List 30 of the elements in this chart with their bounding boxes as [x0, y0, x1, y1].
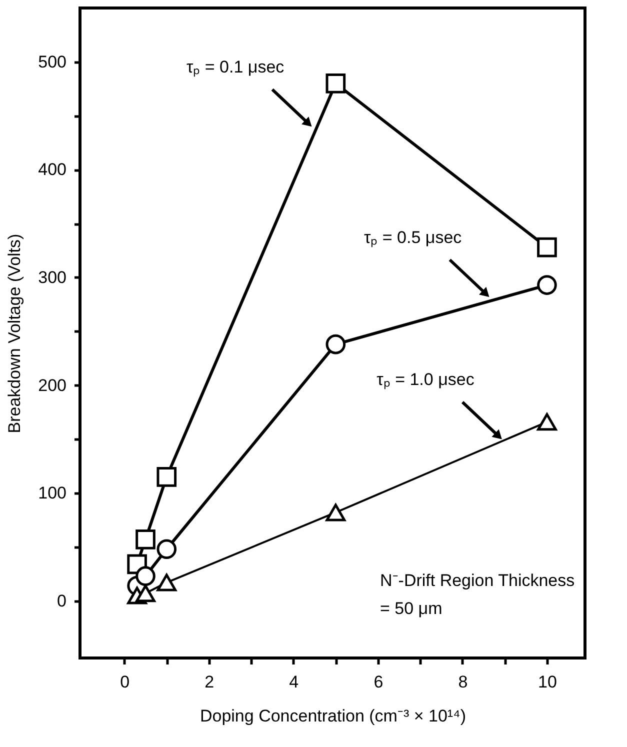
point: [326, 504, 346, 522]
x-tick-label: 8: [458, 672, 468, 692]
x-tick-label: 6: [374, 672, 384, 692]
y-tick-label: 100: [38, 484, 66, 503]
y-axis-title: Breakdown Voltage (Volts): [5, 234, 24, 434]
point: [537, 237, 557, 258]
point: [136, 530, 156, 550]
annotation: τₚ = 1.0 μsec: [376, 370, 475, 390]
point: [156, 539, 177, 560]
point: [537, 413, 557, 431]
y-tick-label: 400: [38, 160, 66, 180]
y-tick-label: 500: [38, 52, 66, 72]
point: [156, 574, 177, 592]
annotation: N⁻-Drift Region Thickness = 50 μm: [380, 571, 575, 618]
x-tick-label: 2: [204, 672, 214, 692]
y-tick-label: 300: [38, 268, 66, 287]
x-axis-title: Doping Concentration (cm⁻³ × 10¹⁴): [200, 706, 466, 726]
x-tick-label: 0: [120, 672, 130, 692]
point: [326, 334, 346, 354]
y-tick-label: 0: [57, 591, 66, 610]
point: [326, 74, 346, 94]
annotation: τₚ = 0.5 μsec: [364, 228, 462, 248]
x-tick-label: 10: [538, 672, 557, 692]
y-tick-label: 200: [38, 376, 66, 395]
point: [136, 584, 156, 602]
annotation: τₚ = 0.1 μsec: [186, 57, 285, 78]
point: [136, 566, 156, 586]
point: [537, 275, 557, 295]
x-tick-label: 4: [289, 672, 299, 692]
point: [156, 466, 177, 487]
